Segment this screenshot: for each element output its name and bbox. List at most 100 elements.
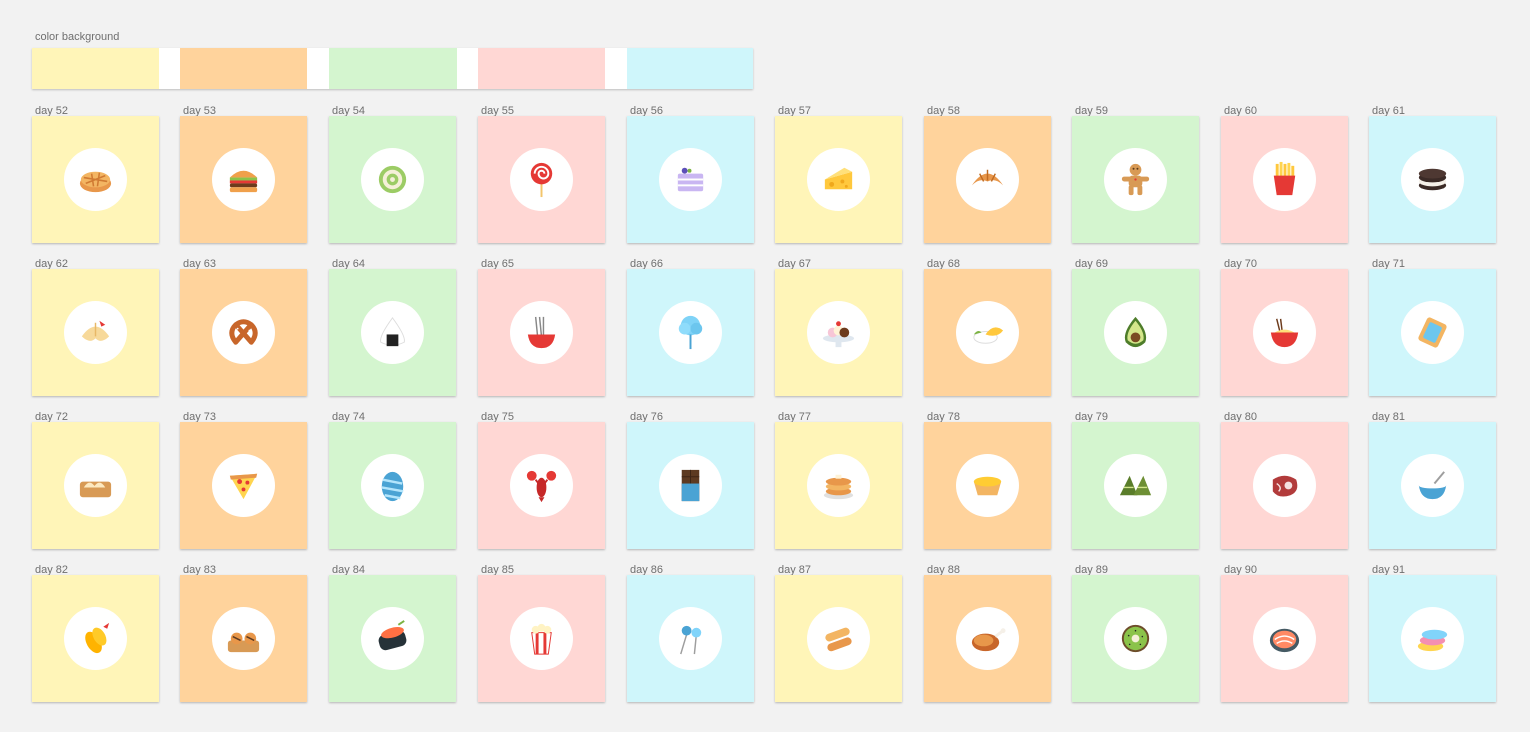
day-53-artboard[interactable] — [180, 116, 307, 243]
day-74-artboard[interactable] — [329, 422, 456, 549]
day-86-artboard[interactable] — [627, 575, 754, 702]
day-68-artboard[interactable] — [924, 269, 1051, 396]
day-86-label: day 86 — [630, 564, 664, 576]
icon-circle — [64, 301, 127, 364]
day-84-artboard[interactable] — [329, 575, 456, 702]
icon-circle — [1253, 148, 1316, 211]
icon-circle — [212, 607, 275, 670]
salmon-steak-icon — [1265, 619, 1304, 658]
day-85-artboard[interactable] — [478, 575, 605, 702]
day-60-label: day 60 — [1224, 105, 1258, 117]
day-90-artboard[interactable] — [1221, 575, 1348, 702]
swatch-pink[interactable] — [478, 48, 605, 89]
day-80-artboard[interactable] — [1221, 422, 1348, 549]
day-65-artboard[interactable] — [478, 269, 605, 396]
pancakes-icon — [819, 466, 858, 505]
day-83-artboard[interactable] — [180, 575, 307, 702]
fried-shrimp-icon — [76, 619, 115, 658]
day-81-artboard[interactable] — [1369, 422, 1496, 549]
cotton-candy-icon — [671, 313, 710, 352]
icon-circle — [510, 454, 573, 517]
day-88-artboard[interactable] — [924, 575, 1051, 702]
day-64-label: day 64 — [332, 258, 366, 270]
day-87-artboard[interactable] — [775, 575, 902, 702]
day-78-label: day 78 — [927, 411, 961, 423]
day-55-label: day 55 — [481, 105, 515, 117]
swatch-green[interactable] — [329, 48, 457, 89]
day-59-artboard[interactable] — [1072, 116, 1199, 243]
day-59-label: day 59 — [1075, 105, 1109, 117]
icon-circle — [1104, 148, 1167, 211]
day-77-artboard[interactable] — [775, 422, 902, 549]
icon-circle — [659, 607, 722, 670]
day-52-artboard[interactable] — [32, 116, 159, 243]
day-56-artboard[interactable] — [627, 116, 754, 243]
day-69-label: day 69 — [1075, 258, 1109, 270]
day-87-label: day 87 — [778, 564, 812, 576]
day-89-artboard[interactable] — [1072, 575, 1199, 702]
zongzi-icon — [1116, 466, 1155, 505]
day-62-artboard[interactable] — [32, 269, 159, 396]
spring-rolls-icon — [819, 619, 858, 658]
day-60-artboard[interactable] — [1221, 116, 1348, 243]
day-68-label: day 68 — [927, 258, 961, 270]
takoyaki-icon — [224, 619, 263, 658]
egg-tart-icon — [968, 466, 1007, 505]
batter-bowl-icon — [1413, 466, 1452, 505]
day-54-artboard[interactable] — [329, 116, 456, 243]
swatch-yellow[interactable] — [32, 48, 159, 89]
day-70-artboard[interactable] — [1221, 269, 1348, 396]
day-91-artboard[interactable] — [1369, 575, 1496, 702]
toaster-pastry-icon — [1413, 313, 1452, 352]
icon-circle — [659, 454, 722, 517]
swatch-orange[interactable] — [180, 48, 307, 89]
color-swatch-bar[interactable] — [32, 48, 753, 89]
day-82-artboard[interactable] — [32, 575, 159, 702]
day-79-artboard[interactable] — [1072, 422, 1199, 549]
day-61-artboard[interactable] — [1369, 116, 1496, 243]
mango-sticky-rice-icon — [968, 313, 1007, 352]
icon-circle — [1401, 454, 1464, 517]
icon-circle — [1253, 607, 1316, 670]
cake-pops-icon — [671, 619, 710, 658]
day-52-label: day 52 — [35, 105, 69, 117]
day-64-artboard[interactable] — [329, 269, 456, 396]
icon-circle — [510, 148, 573, 211]
icon-circle — [212, 454, 275, 517]
day-79-label: day 79 — [1075, 411, 1109, 423]
icon-circle — [956, 301, 1019, 364]
day-66-artboard[interactable] — [627, 269, 754, 396]
day-57-artboard[interactable] — [775, 116, 902, 243]
day-78-artboard[interactable] — [924, 422, 1051, 549]
icon-circle — [64, 148, 127, 211]
sushi-roll-icon — [373, 619, 412, 658]
day-73-artboard[interactable] — [180, 422, 307, 549]
icon-circle — [956, 607, 1019, 670]
day-70-label: day 70 — [1224, 258, 1258, 270]
swiss-roll-icon — [373, 160, 412, 199]
icon-circle — [1401, 607, 1464, 670]
day-65-label: day 65 — [481, 258, 515, 270]
icon-circle — [212, 301, 275, 364]
icon-circle — [1401, 148, 1464, 211]
swatch-cyan[interactable] — [627, 48, 753, 89]
day-77-label: day 77 — [778, 411, 812, 423]
day-76-artboard[interactable] — [627, 422, 754, 549]
day-71-label: day 71 — [1372, 258, 1406, 270]
day-71-artboard[interactable] — [1369, 269, 1496, 396]
day-91-label: day 91 — [1372, 564, 1406, 576]
icon-circle — [361, 607, 424, 670]
icon-circle — [956, 148, 1019, 211]
day-75-artboard[interactable] — [478, 422, 605, 549]
day-69-artboard[interactable] — [1072, 269, 1199, 396]
day-56-label: day 56 — [630, 105, 664, 117]
day-58-artboard[interactable] — [924, 116, 1051, 243]
day-55-artboard[interactable] — [478, 116, 605, 243]
day-81-label: day 81 — [1372, 411, 1406, 423]
color-background-label: color background — [35, 31, 120, 43]
macarons-icon — [1413, 619, 1452, 658]
day-63-artboard[interactable] — [180, 269, 307, 396]
day-72-artboard[interactable] — [32, 422, 159, 549]
day-67-artboard[interactable] — [775, 269, 902, 396]
icon-circle — [807, 607, 870, 670]
